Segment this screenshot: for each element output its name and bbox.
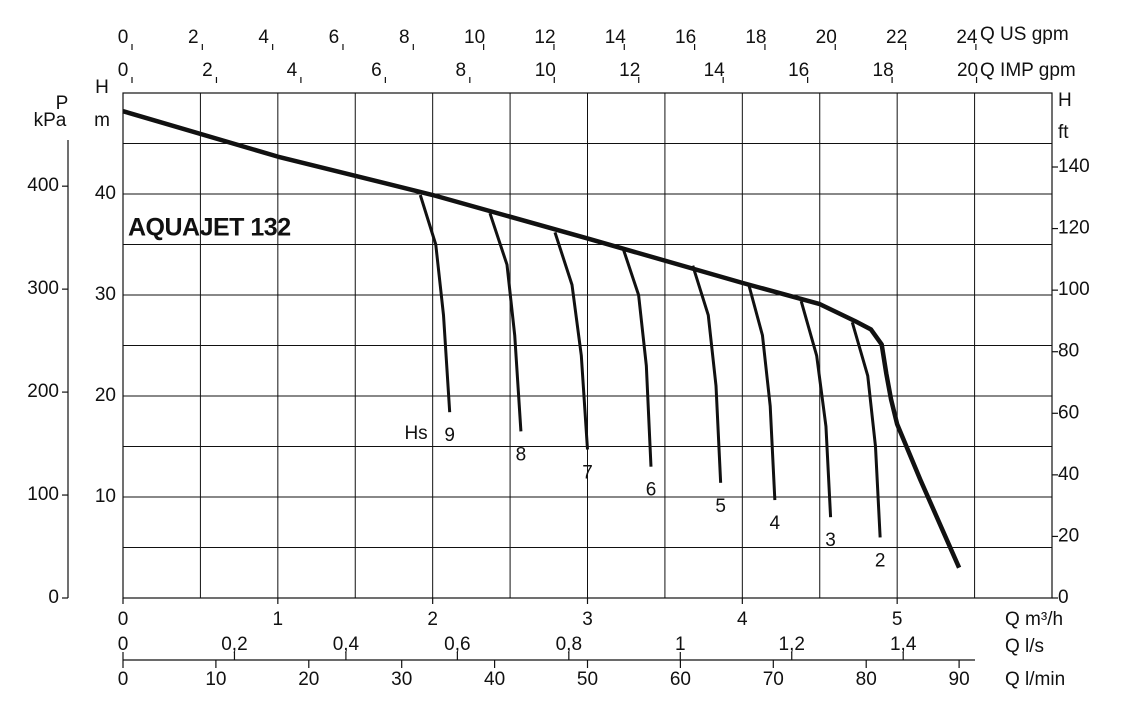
usgpm-tick-label: 24 bbox=[956, 27, 978, 48]
impgpm-tick-label: 6 bbox=[371, 60, 382, 81]
lmin-tick-label: 70 bbox=[763, 669, 784, 690]
ft-unit: ft bbox=[1058, 122, 1069, 143]
lmin-label: Q l/min bbox=[1005, 669, 1065, 690]
h-label: H bbox=[95, 77, 109, 98]
performance-curve bbox=[122, 109, 962, 569]
p-tick-label: 300 bbox=[27, 278, 59, 299]
y-tick-label: 40 bbox=[95, 183, 116, 204]
hs-curve-label: 6 bbox=[646, 480, 657, 501]
usgpm-tick-label: 4 bbox=[258, 27, 269, 48]
lmin-tick-label: 20 bbox=[298, 669, 319, 690]
p-tick-label: 400 bbox=[27, 175, 59, 196]
usgpm-tick-label: 10 bbox=[464, 27, 485, 48]
y-tick-label: 30 bbox=[95, 284, 116, 305]
lmin-tick-label: 50 bbox=[577, 669, 598, 690]
ft-tick-label: 20 bbox=[1058, 525, 1079, 546]
impgpm-tick-label: 18 bbox=[873, 60, 894, 81]
hs-curve-label: 8 bbox=[516, 444, 527, 465]
hs-curve-label: 5 bbox=[715, 496, 726, 517]
ls-tick-label: 0 bbox=[118, 634, 129, 655]
hs-curve bbox=[691, 265, 723, 483]
p-label: P bbox=[56, 93, 69, 114]
impgpm-label: Q IMP gpm bbox=[980, 60, 1076, 81]
ls-tick-label: 1 bbox=[675, 634, 686, 655]
hs-curve-label: 2 bbox=[875, 550, 886, 571]
impgpm-tick-label: 0 bbox=[118, 60, 129, 81]
ft-tick-label: 60 bbox=[1058, 402, 1079, 423]
usgpm-tick-label: 14 bbox=[605, 27, 627, 48]
p-tick-label: 200 bbox=[27, 381, 59, 402]
y-tick-label: 20 bbox=[95, 385, 116, 406]
x-tick-label: 5 bbox=[892, 609, 903, 630]
lmin-tick-label: 90 bbox=[949, 669, 970, 690]
y-tick-label: 10 bbox=[95, 486, 116, 507]
hs-curve-label: 3 bbox=[825, 530, 836, 551]
lmin-tick-label: 40 bbox=[484, 669, 505, 690]
hs-label: Hs bbox=[404, 423, 427, 444]
usgpm-tick-label: 6 bbox=[329, 27, 340, 48]
ft-tick-label: 100 bbox=[1058, 279, 1090, 300]
lmin-tick-label: 30 bbox=[391, 669, 412, 690]
chart-title: AQUAJET 132 bbox=[128, 214, 291, 242]
usgpm-tick-label: 8 bbox=[399, 27, 410, 48]
x-tick-label: 3 bbox=[582, 609, 593, 630]
usgpm-tick-label: 0 bbox=[118, 27, 129, 48]
ls-tick-label: 0,6 bbox=[444, 634, 470, 655]
usgpm-tick-label: 20 bbox=[816, 27, 837, 48]
ft-tick-label: 0 bbox=[1058, 587, 1069, 608]
usgpm-tick-label: 16 bbox=[675, 27, 696, 48]
hs-curve-label: 4 bbox=[770, 513, 781, 534]
ft-tick-label: 120 bbox=[1058, 218, 1090, 239]
impgpm-tick-label: 10 bbox=[535, 60, 556, 81]
x-tick-label: 0 bbox=[118, 609, 129, 630]
hs-curve bbox=[621, 248, 653, 467]
impgpm-tick-label: 4 bbox=[287, 60, 298, 81]
impgpm-tick-label: 20 bbox=[957, 60, 978, 81]
x-tick-label: 2 bbox=[427, 609, 438, 630]
hs-curve bbox=[850, 321, 882, 538]
usgpm-tick-label: 12 bbox=[534, 27, 555, 48]
impgpm-tick-label: 2 bbox=[202, 60, 213, 81]
lmin-tick-label: 10 bbox=[205, 669, 226, 690]
impgpm-tick-label: 12 bbox=[619, 60, 640, 81]
ls-tick-label: 1,2 bbox=[779, 634, 805, 655]
x-axis-label: Q m³/h bbox=[1005, 609, 1063, 630]
ls-tick-label: 0,2 bbox=[221, 634, 247, 655]
ls-tick-label: 0,8 bbox=[556, 634, 582, 655]
p-tick-label: 100 bbox=[27, 484, 59, 505]
lmin-tick-label: 0 bbox=[118, 669, 129, 690]
x-tick-label: 4 bbox=[737, 609, 748, 630]
impgpm-tick-label: 16 bbox=[788, 60, 809, 81]
impgpm-tick-label: 8 bbox=[456, 60, 467, 81]
h-unit: m bbox=[94, 110, 110, 131]
hs-curve-label: 9 bbox=[444, 425, 455, 446]
ft-tick-label: 140 bbox=[1058, 156, 1090, 177]
lmin-tick-label: 80 bbox=[856, 669, 877, 690]
lmin-tick-label: 60 bbox=[670, 669, 691, 690]
impgpm-tick-label: 14 bbox=[704, 60, 726, 81]
usgpm-label: Q US gpm bbox=[980, 24, 1069, 45]
p-tick-label: 0 bbox=[48, 587, 59, 608]
ls-tick-label: 0,4 bbox=[333, 634, 360, 655]
ft-label: H bbox=[1058, 90, 1072, 111]
hs-curve bbox=[747, 283, 777, 501]
usgpm-tick-label: 2 bbox=[188, 27, 199, 48]
usgpm-tick-label: 22 bbox=[886, 27, 907, 48]
hs-curve bbox=[418, 194, 452, 413]
x-tick-label: 1 bbox=[273, 609, 284, 630]
ls-tick-label: 1,4 bbox=[890, 634, 917, 655]
hs-curve-label: 7 bbox=[582, 463, 593, 484]
hs-curve bbox=[488, 212, 523, 432]
usgpm-tick-label: 18 bbox=[745, 27, 766, 48]
p-unit: kPa bbox=[34, 110, 67, 131]
hs-curve bbox=[799, 300, 833, 518]
ft-tick-label: 80 bbox=[1058, 341, 1079, 362]
hs-curve bbox=[553, 231, 589, 450]
ft-tick-label: 40 bbox=[1058, 464, 1079, 485]
ls-label: Q l/s bbox=[1005, 636, 1044, 657]
